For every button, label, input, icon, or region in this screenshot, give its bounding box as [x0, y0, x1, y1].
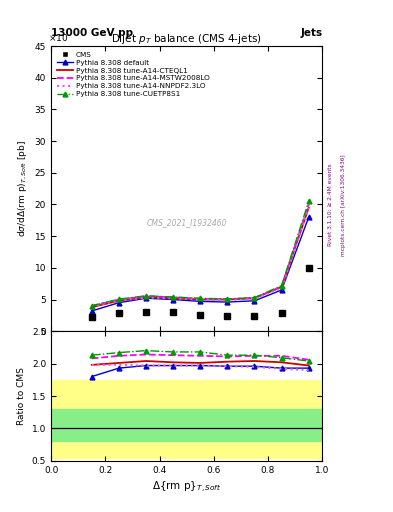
Legend: CMS, Pythia 8.308 default, Pythia 8.308 tune-A14-CTEQL1, Pythia 8.308 tune-A14-M: CMS, Pythia 8.308 default, Pythia 8.308 … — [55, 50, 211, 99]
Text: Rivet 3.1.10; ≥ 2.4M events: Rivet 3.1.10; ≥ 2.4M events — [328, 163, 333, 246]
Text: mcplots.cern.ch [arXiv:1306.3436]: mcplots.cern.ch [arXiv:1306.3436] — [341, 154, 346, 255]
Text: 13000 GeV pp: 13000 GeV pp — [51, 28, 133, 38]
Text: CMS_2021_I1932460: CMS_2021_I1932460 — [147, 218, 227, 227]
Y-axis label: d$\sigma$/d$\Delta$(rm p)$_{T,Soft}$ [pb]: d$\sigma$/d$\Delta$(rm p)$_{T,Soft}$ [pb… — [17, 140, 29, 237]
Text: Jets: Jets — [300, 28, 322, 38]
Text: $\times10$: $\times10$ — [48, 32, 69, 43]
X-axis label: $\Delta\{$rm p$\}_{T,Soft}$: $\Delta\{$rm p$\}_{T,Soft}$ — [152, 480, 221, 495]
Title: Dijet $p_{T}$ balance (CMS 4-jets): Dijet $p_{T}$ balance (CMS 4-jets) — [111, 32, 262, 46]
Bar — [51, 409, 322, 441]
Y-axis label: Ratio to CMS: Ratio to CMS — [17, 367, 26, 425]
Bar — [51, 380, 322, 458]
